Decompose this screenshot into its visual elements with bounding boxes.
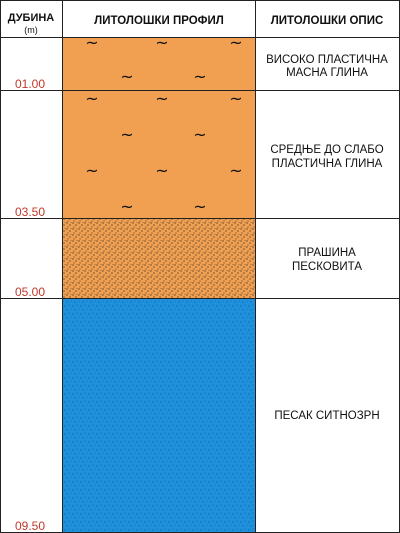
clay-symbol-icon: ~: [155, 33, 168, 52]
layer-2-description-line-1: СРЕДЊЕ ДО СЛАБО: [270, 144, 383, 156]
layer-1-description-line-2: МАСНА ГЛИНА: [286, 67, 368, 79]
layer-1-fill: [63, 38, 255, 90]
clay-symbol-icon: ~: [155, 89, 168, 108]
layer-3-description-line-2: ПЕСКОВИТА: [292, 261, 362, 273]
clay-symbol-icon: ~: [120, 67, 133, 86]
clay-symbol-icon: ~: [193, 197, 206, 216]
layer-2-description-line-2: ПЛАСТИЧНА ГЛИНА: [272, 158, 383, 170]
clay-symbol-icon: ~: [193, 125, 206, 144]
layer-4-fill: [63, 298, 255, 532]
header-row: [0, 0, 400, 38]
layer-3-fill: [63, 218, 255, 298]
profile-column-header: ЛИТОЛОШКИ ПРОФИЛ: [94, 15, 224, 27]
depth-label-3: 05.00: [15, 285, 45, 299]
layer-3-description-line-1: ПРАШИНА: [298, 247, 356, 259]
depth-unit-label: (m): [24, 25, 38, 35]
description-column-header: ЛИТОЛОШКИ ОПИС: [271, 15, 384, 27]
clay-symbol-icon: ~: [85, 33, 98, 52]
depth-column-header: ДУБИНА: [8, 12, 55, 24]
clay-symbol-icon: ~: [229, 33, 242, 52]
clay-symbol-icon: ~: [155, 161, 168, 180]
clay-symbol-icon: ~: [229, 89, 242, 108]
layer-2-fill: [63, 90, 255, 218]
clay-symbol-icon: ~: [193, 67, 206, 86]
clay-symbol-icon: ~: [120, 125, 133, 144]
clay-symbol-icon: ~: [85, 89, 98, 108]
clay-symbol-icon: ~: [85, 161, 98, 180]
depth-label-2: 03.50: [15, 205, 45, 219]
depth-label-4: 09.50: [15, 519, 45, 533]
depth-label-1: 01.00: [15, 77, 45, 91]
layer-1-description-line-1: ВИСОКО ПЛАСТИЧНА: [266, 54, 388, 66]
clay-symbols: ~ ~ ~ ~ ~ ~ ~ ~ ~ ~ ~ ~ ~ ~ ~: [85, 33, 242, 216]
clay-symbol-icon: ~: [229, 161, 242, 180]
layer-4-description-line-1: ПЕСАК СИТНОЗРН: [274, 410, 379, 422]
clay-symbol-icon: ~: [120, 197, 133, 216]
